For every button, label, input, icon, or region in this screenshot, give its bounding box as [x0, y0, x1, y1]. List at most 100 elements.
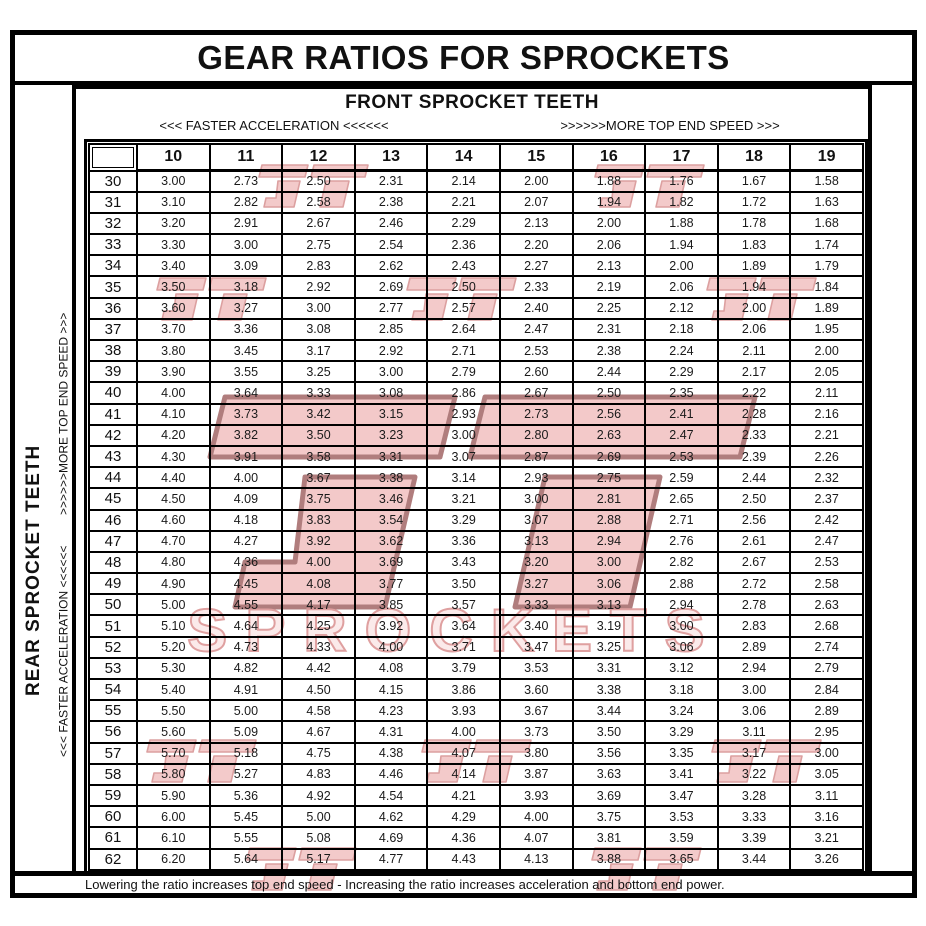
- ratio-cell: 2.56: [716, 508, 792, 532]
- table-row: 47 4.70 4.27 3.92 3.62 3.36 3.13 2.94 2.76 2.61 2.…: [88, 529, 864, 553]
- ratio-cell: 3.75: [281, 487, 356, 511]
- ratio-cell: 5.17: [281, 847, 356, 871]
- ratio-cell: 4.83: [281, 762, 356, 786]
- ratio-cell: 3.92: [281, 529, 356, 553]
- rear-faster-acceleration-label: <<< FASTER ACCELERATION <<<<<<: [56, 545, 71, 757]
- rear-teeth-label: 37: [88, 317, 138, 342]
- ratio-cell: 3.80: [498, 741, 574, 765]
- ratio-cell: 3.11: [716, 720, 792, 744]
- front-axis-direction-labels: <<< FASTER ACCELERATION <<<<<< >>>>>>MOR…: [76, 114, 868, 136]
- ratio-cell: 3.50: [136, 275, 211, 299]
- table-row: 34 3.40 3.09 2.83 2.62 2.43 2.27 2.13 2.00 1.89 1.…: [88, 254, 864, 278]
- rear-teeth-label: 44: [88, 466, 138, 490]
- ratio-cell: 3.22: [716, 762, 792, 786]
- ratio-cell: 3.29: [644, 720, 719, 744]
- ratio-cell: 2.31: [353, 169, 429, 193]
- ratio-cell: 3.10: [136, 190, 211, 214]
- ratio-cell: 2.00: [716, 296, 792, 320]
- table-row: 43 4.30 3.91 3.58 3.31 3.07 2.87 2.69 2.53 2.39 2.…: [88, 444, 864, 469]
- ratio-cell: 2.56: [571, 402, 647, 426]
- ratio-cell: 4.31: [353, 720, 429, 744]
- ratio-cell: 3.39: [716, 826, 792, 850]
- table-row: 31 3.10 2.82 2.58 2.38 2.21 2.07 1.94 1.82 1.72 1.…: [88, 190, 864, 214]
- ratio-cell: 3.00: [716, 677, 792, 702]
- ratio-cell: 6.10: [136, 826, 211, 850]
- ratio-cell: 5.40: [136, 677, 211, 702]
- ratio-cell: 2.58: [281, 190, 356, 214]
- ratio-cell: 3.18: [644, 677, 719, 702]
- ratio-cell: 5.00: [208, 699, 284, 723]
- ratio-cell: 2.62: [353, 254, 429, 278]
- ratio-cell: 3.18: [208, 275, 284, 299]
- ratio-cell: 4.73: [208, 635, 284, 659]
- ratio-cell: 4.00: [136, 381, 211, 405]
- table-row: 52 5.20 4.73 4.33 4.00 3.71 3.47 3.25 3.06 2.89 2.…: [88, 635, 864, 659]
- front-teeth-header: 15: [498, 143, 574, 172]
- ratio-cell: 2.78: [716, 593, 792, 617]
- rear-teeth-label: 49: [88, 572, 138, 596]
- ratio-cell: 2.21: [789, 423, 864, 447]
- ratio-cell: 4.08: [281, 572, 356, 596]
- ratio-cell: 2.89: [789, 699, 864, 723]
- ratio-cell: 1.94: [571, 190, 647, 214]
- ratio-cell: 2.80: [498, 423, 574, 447]
- ratio-cell: 2.94: [644, 593, 719, 617]
- ratio-cell: 2.63: [789, 593, 864, 617]
- ratio-cell: 4.43: [426, 847, 501, 871]
- ratio-cell: 3.79: [426, 656, 501, 681]
- ratio-cell: 4.62: [353, 805, 429, 829]
- ratio-cell: 3.47: [498, 635, 574, 659]
- ratio-cell: 2.64: [426, 317, 501, 342]
- ratio-cell: 2.65: [644, 487, 719, 511]
- ratio-cell: 4.00: [498, 805, 574, 829]
- ratio-cell: 3.73: [498, 720, 574, 744]
- ratio-cell: 2.38: [571, 338, 647, 363]
- ratio-cell: 1.63: [789, 190, 864, 214]
- ratio-cell: 3.93: [498, 783, 574, 808]
- ratio-cell: 2.75: [571, 466, 647, 490]
- ratio-cell: 5.80: [136, 762, 211, 786]
- front-top-speed-label: >>>>>>MORE TOP END SPEED >>>: [560, 117, 780, 133]
- front-teeth-header: 12: [281, 143, 356, 172]
- ratio-cell: 1.95: [789, 317, 864, 342]
- ratio-cell: 2.00: [571, 211, 647, 236]
- ratio-cell: 3.00: [789, 741, 864, 765]
- ratio-cell: 4.90: [136, 572, 211, 596]
- ratio-cell: 2.18: [644, 317, 719, 342]
- ratio-cell: 1.58: [789, 169, 864, 193]
- ratio-cell: 2.60: [498, 360, 574, 384]
- ratio-cell: 2.83: [281, 254, 356, 278]
- front-faster-acceleration-label: <<< FASTER ACCELERATION <<<<<<: [159, 117, 389, 133]
- ratio-cell: 3.77: [353, 572, 429, 596]
- ratio-cell: 2.47: [644, 423, 719, 447]
- ratio-cell: 4.80: [136, 550, 211, 575]
- table-row: 50 5.00 4.55 4.17 3.85 3.57 3.33 3.13 2.94 2.78 2.…: [88, 593, 864, 617]
- ratio-cell: 2.71: [426, 338, 501, 363]
- ratio-cell: 2.22: [716, 381, 792, 405]
- ratio-cell: 2.44: [716, 466, 792, 490]
- ratio-cell: 3.67: [498, 699, 574, 723]
- ratio-cell: 3.86: [426, 677, 501, 702]
- rear-teeth-label: 62: [88, 847, 138, 871]
- ratio-cell: 2.06: [571, 233, 647, 257]
- table-row: 48 4.80 4.36 4.00 3.69 3.43 3.20 3.00 2.82 2.67 2.…: [88, 550, 864, 575]
- ratio-cell: 2.73: [208, 169, 284, 193]
- ratio-cell: 4.36: [208, 550, 284, 575]
- ratio-cell: 2.89: [716, 635, 792, 659]
- ratio-cell: 3.46: [353, 487, 429, 511]
- ratio-cell: 3.62: [353, 529, 429, 553]
- ratio-cell: 2.13: [571, 254, 647, 278]
- ratio-cell: 2.75: [281, 233, 356, 257]
- ratio-cell: 3.12: [644, 656, 719, 681]
- table-row: 51 5.10 4.64 4.25 3.92 3.64 3.40 3.19 3.00 2.83 2.…: [88, 614, 864, 638]
- ratio-cell: 1.83: [716, 233, 792, 257]
- front-sprocket-title: FRONT SPROCKET TEETH: [345, 92, 599, 113]
- rear-teeth-label: 61: [88, 826, 138, 850]
- ratio-cell: 2.82: [644, 550, 719, 575]
- ratio-cell: 2.41: [644, 402, 719, 426]
- ratio-cell: 2.84: [789, 677, 864, 702]
- ratio-cell: 3.64: [208, 381, 284, 405]
- ratio-cell: 5.20: [136, 635, 211, 659]
- ratio-cell: 1.76: [644, 169, 719, 193]
- rear-teeth-label: 33: [88, 233, 138, 257]
